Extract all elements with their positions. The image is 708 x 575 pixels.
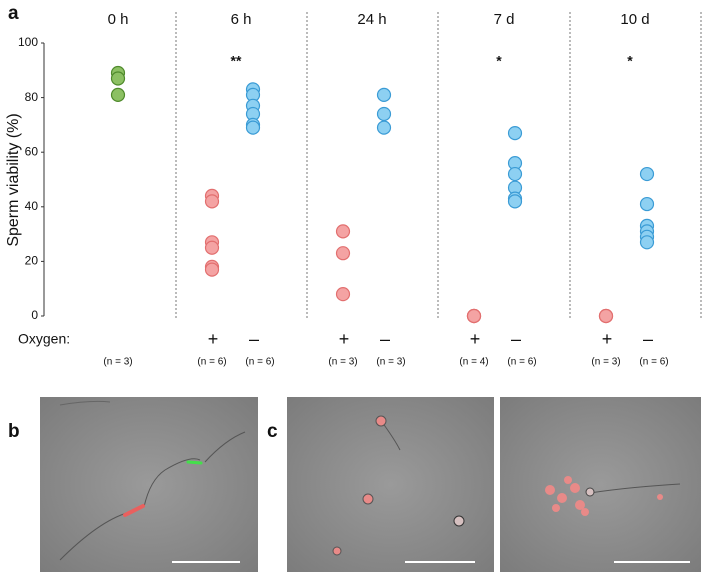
y-axis-label: Sperm viability (%) (5, 113, 22, 246)
data-point (204, 194, 220, 209)
data-point (204, 240, 220, 255)
oxygen-sign: – (249, 329, 259, 349)
data-point (335, 287, 351, 302)
y-tick-label: 20 (25, 254, 39, 268)
n-label: (n = 6) (639, 357, 668, 368)
data-point (598, 308, 614, 324)
data-point (507, 166, 523, 182)
data-point (110, 87, 126, 102)
data-point (376, 87, 392, 102)
n-label: (n = 3) (103, 357, 132, 368)
n-label: (n = 4) (459, 357, 488, 368)
significance: * (496, 53, 502, 69)
significance: ** (231, 53, 242, 69)
oxygen-sign: – (511, 329, 521, 349)
micrograph-c2 (500, 397, 701, 572)
significance: * (627, 53, 633, 69)
data-point (639, 196, 655, 212)
oxygen-sign: + (339, 329, 350, 349)
panel-label: a (8, 3, 19, 24)
panel-label: b (8, 421, 20, 442)
data-point (204, 262, 220, 277)
data-point (335, 246, 351, 261)
data-point (507, 194, 523, 209)
oxygen-sign: + (470, 329, 481, 349)
oxygen-sign: – (380, 329, 390, 349)
image (40, 397, 258, 572)
group-label: 24 h (357, 11, 386, 28)
group-label: 0 h (108, 11, 129, 28)
micrograph-c1 (287, 397, 494, 572)
n-label: (n = 3) (591, 357, 620, 368)
oxygen-sign: – (643, 329, 653, 349)
data-point (507, 125, 523, 141)
group-label: 7 d (494, 11, 515, 28)
data-point (376, 106, 392, 122)
data-point (376, 120, 392, 135)
dividers (175, 12, 702, 320)
y-tick-label: 60 (25, 144, 39, 158)
data-point (110, 71, 126, 86)
group-label: 6 h (231, 11, 252, 28)
oxygen-sign: + (208, 329, 219, 349)
micrograph-b (40, 397, 258, 572)
oxygen-sign: + (602, 329, 613, 349)
n-label: (n = 3) (328, 357, 357, 368)
data-point (245, 120, 261, 135)
y-tick-label: 40 (25, 199, 39, 213)
y-tick-label: 80 (25, 90, 39, 104)
n-label: (n = 6) (507, 357, 536, 368)
data-point (466, 308, 482, 324)
n-label: (n = 3) (376, 357, 405, 368)
row-label: Oxygen: (18, 331, 70, 347)
image (287, 397, 494, 572)
n-label: (n = 6) (197, 357, 226, 368)
panel-label: c (267, 421, 278, 442)
y-tick-label: 0 (31, 308, 38, 322)
data-point (639, 235, 655, 250)
y-tick-label: 100 (18, 35, 38, 49)
data-point (335, 224, 351, 239)
data-point (639, 166, 655, 182)
group-label: 10 d (620, 11, 649, 28)
n-label: (n = 6) (245, 357, 274, 368)
